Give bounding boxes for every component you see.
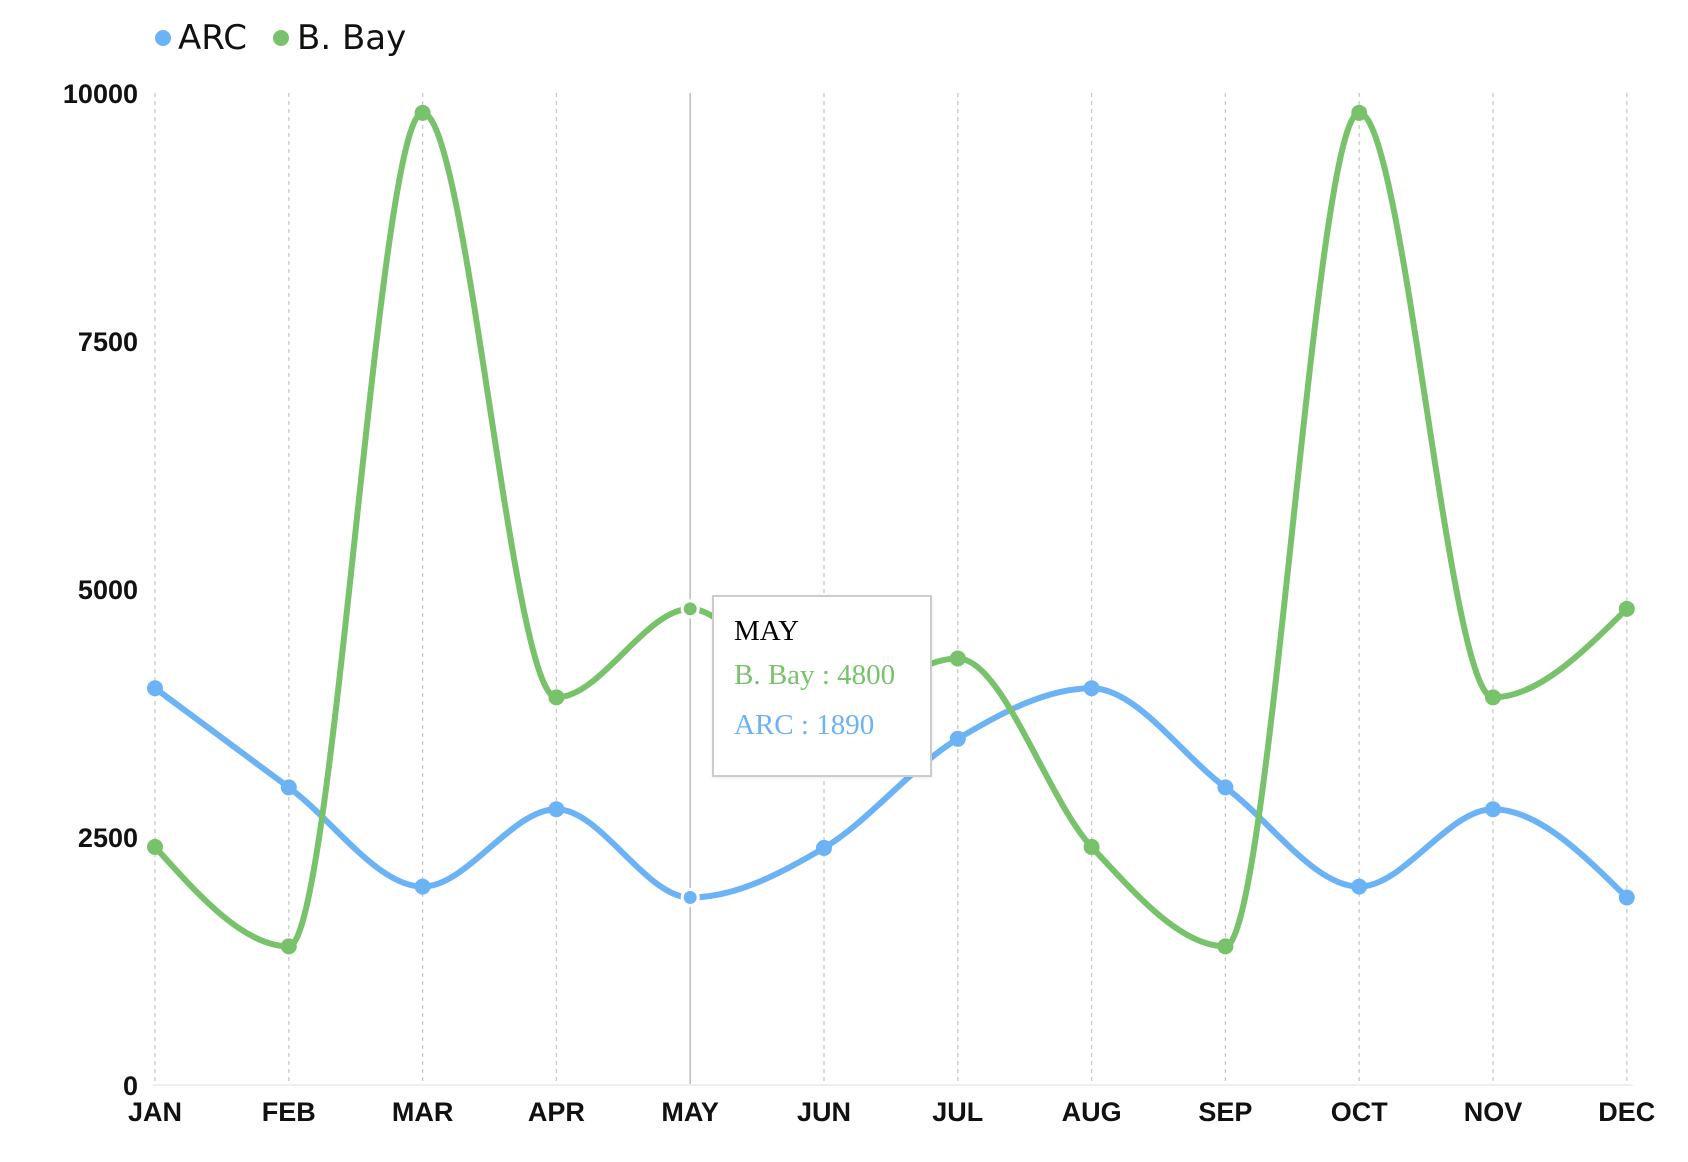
x-tick-label: FEB [262,1097,316,1127]
x-tick-label: AUG [1062,1097,1122,1127]
y-axis: 0 2500 5000 7500 10000 [63,79,138,1101]
x-tick-label: DEC [1598,1097,1655,1127]
data-point[interactable] [1485,689,1501,706]
x-tick-label: MAR [392,1097,454,1127]
data-point[interactable] [1351,104,1368,121]
data-point[interactable] [1217,938,1234,955]
tooltip-series-label: B. Bay [734,659,815,691]
data-point[interactable] [1083,680,1100,697]
data-point[interactable] [1618,889,1635,906]
data-point[interactable] [414,104,431,121]
legend-label: ARC [178,18,247,58]
x-tick-label: APR [528,1097,585,1127]
data-point[interactable] [816,839,832,856]
data-point[interactable] [548,801,565,818]
legend-label: B. Bay [297,18,406,58]
x-tick-label: NOV [1464,1097,1523,1127]
data-point[interactable] [1351,878,1368,895]
data-point[interactable] [280,779,297,796]
data-point[interactable] [280,938,297,955]
data-point[interactable] [147,680,163,697]
x-tick-label: MAY [661,1097,719,1127]
x-tick-label: OCT [1331,1097,1389,1127]
series-lines [152,109,1630,950]
tooltip-row-arc: ARC : 1890 [734,709,910,741]
data-point[interactable] [1485,801,1501,818]
data-point[interactable] [548,689,565,706]
y-tick-label: 5000 [78,575,138,605]
tooltip: MAY B. Bay : 4800 ARC : 1890 [712,595,932,777]
tooltip-value: 4800 [837,659,896,691]
x-tick-label: SEP [1198,1097,1252,1127]
series-line [152,109,1630,950]
tooltip-value: 1890 [816,709,875,741]
x-axis: JAN FEB MAR APR MAY JUN JUL AUG SEP OCT NOV DEC [128,1084,1655,1127]
data-point[interactable] [949,730,966,747]
legend-marker [273,30,289,46]
x-tick-label: JUL [932,1097,983,1127]
data-point[interactable] [1618,600,1635,617]
x-tick-label: JUN [797,1097,851,1127]
data-point[interactable] [147,838,163,855]
y-tick-label: 2500 [78,823,138,853]
tooltip-series-label: ARC [734,709,794,741]
x-tick-label: JAN [128,1097,182,1127]
chart-legend: ARC B. Bay [155,18,406,58]
y-tick-label: 7500 [78,327,138,357]
y-tick-label: 0 [123,1071,138,1101]
data-point[interactable] [1083,838,1100,855]
data-point[interactable] [1217,779,1234,796]
y-tick-label: 10000 [63,79,138,109]
data-point[interactable] [414,878,431,895]
vertical-grid-lines [154,93,1628,1085]
series-line [152,685,1630,901]
tooltip-title: MAY [734,615,800,647]
tooltip-row-bbay: B. Bay : 4800 [734,659,910,691]
series-points [147,104,1635,955]
active-data-point[interactable] [680,888,700,908]
tooltip-separator: : [814,659,838,691]
tooltip-separator: : [793,709,817,741]
legend-marker [155,30,171,46]
data-point[interactable] [949,650,966,667]
active-data-point[interactable] [680,599,700,619]
